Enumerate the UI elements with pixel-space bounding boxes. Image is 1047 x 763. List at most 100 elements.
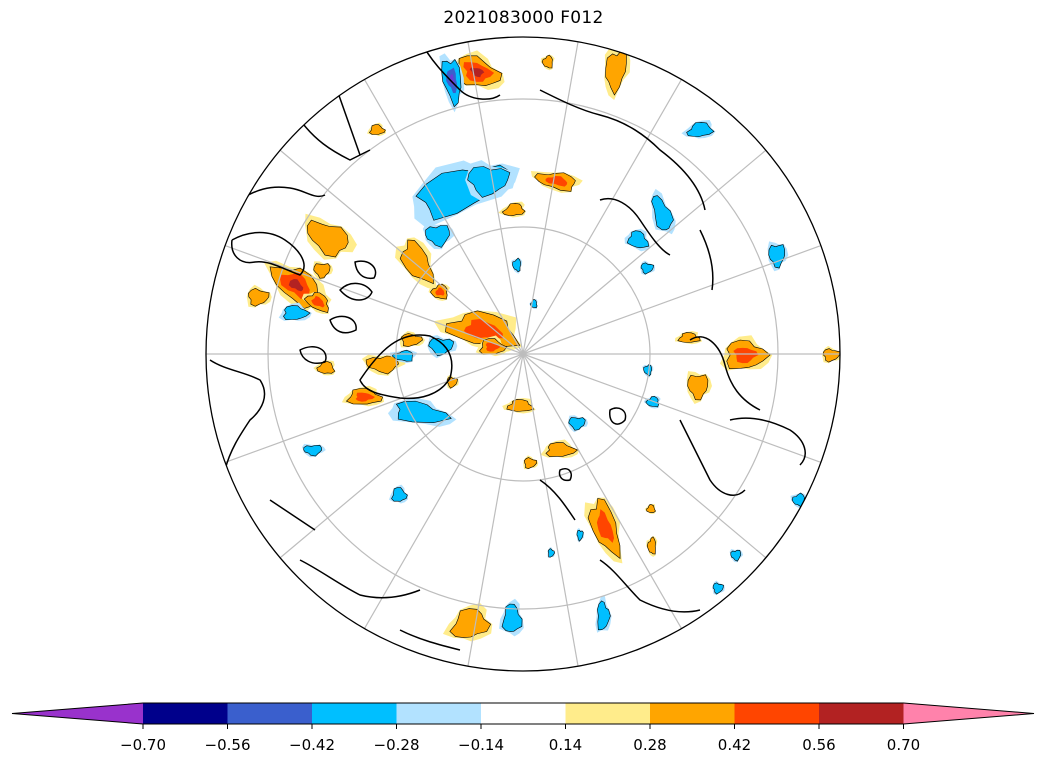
coastline-segment (679, 419, 746, 496)
contour-level (428, 338, 455, 357)
colorbar-segment (819, 703, 904, 724)
coastline-segment (269, 499, 316, 531)
map-title: 2021083000 F012 (443, 8, 604, 28)
colorbar-segment (143, 703, 228, 724)
contour-level (501, 603, 523, 632)
contour-level (712, 582, 724, 595)
colorbar-segment (227, 703, 313, 724)
anomaly-blob (729, 549, 744, 563)
coastline-segment (539, 89, 706, 211)
polar-map (205, 36, 841, 672)
contour-level (730, 549, 742, 562)
anomaly-blob (389, 484, 409, 504)
meridian-line (522, 353, 834, 468)
contour-level (467, 166, 511, 198)
coastline-segment (609, 407, 627, 425)
meridian-line (465, 37, 524, 355)
colorbar-segment (312, 703, 397, 724)
anomaly-blob (712, 580, 725, 596)
anomaly-blob (568, 415, 588, 433)
contour-level (247, 287, 270, 307)
colorbar-tick-label: 0.42 (718, 736, 751, 754)
contour-level (646, 504, 656, 513)
coastline-segment (299, 559, 421, 599)
anomaly-blob (498, 201, 526, 218)
anomaly-blob (547, 547, 556, 558)
contour-level (391, 349, 414, 362)
contour-level (435, 287, 445, 296)
anomaly-blob (523, 455, 539, 470)
colorbar-segments (11, 702, 1035, 725)
anomaly-blob (390, 349, 418, 363)
coastline-segment (359, 334, 453, 400)
contour-level (391, 487, 408, 502)
contour-level (311, 295, 325, 308)
contour-level (646, 536, 656, 555)
anomaly-blob (681, 119, 716, 139)
meridian-line (522, 141, 777, 355)
anomaly-blob (511, 257, 523, 274)
coastline-segment (329, 315, 357, 334)
colorbar-tick-label: 0.56 (802, 736, 835, 754)
map-boundary (205, 36, 841, 672)
coastline-segment (231, 231, 305, 276)
contour-level (449, 608, 492, 638)
contour-level (501, 202, 526, 216)
coastline-segment (689, 336, 761, 411)
anomaly-blob (313, 360, 336, 376)
colorbar-tick-label: −0.28 (374, 736, 420, 754)
colorbar-segment (481, 703, 566, 724)
contour-level (596, 509, 615, 543)
anomaly-blob (576, 527, 585, 543)
meridian-line (465, 353, 524, 671)
anomaly-blob (246, 284, 272, 308)
coastline-segment (299, 346, 327, 364)
colorbar-segment (734, 703, 820, 724)
meridian-line (522, 353, 689, 641)
contour-level (283, 305, 311, 321)
colorbar-tick-labels: −0.70 −0.56 −0.42 −0.28 −0.14 0.14 0.28 0.42 0.5… (120, 736, 920, 754)
meridian-line (269, 141, 524, 355)
meridian-line (269, 353, 524, 567)
contour-level (686, 122, 715, 138)
anomaly-blob (530, 171, 583, 193)
contour-level (306, 219, 349, 258)
anomaly-blob (674, 331, 703, 345)
anomaly-blob (595, 596, 612, 633)
contour-level (288, 279, 304, 292)
anomaly-blob (650, 188, 676, 235)
contour-level (626, 230, 650, 249)
anomaly-blob (422, 223, 456, 250)
anomaly-blob (302, 443, 326, 458)
contour-level (687, 374, 709, 401)
colorbar-extend-low (12, 703, 143, 724)
contour-level (368, 124, 386, 135)
anomaly-blob (686, 371, 712, 404)
meridian-line (522, 37, 581, 355)
contour-level (523, 457, 538, 470)
colorbar-tick-label: −0.42 (289, 736, 335, 754)
colorbar-segment (565, 703, 651, 724)
contour-level (677, 332, 701, 343)
meridian-line (522, 353, 581, 671)
contour-level (425, 225, 450, 248)
coastline-segment (699, 229, 714, 291)
coastline-segment (339, 282, 373, 301)
meridian-line (357, 67, 524, 355)
anomaly-blob (304, 213, 357, 260)
coastline-segment (209, 359, 266, 471)
contour-level (463, 318, 503, 339)
colorbar-segment (650, 703, 735, 724)
contour-level (303, 444, 323, 457)
anomaly-blob (640, 260, 656, 276)
contour-level (733, 347, 759, 364)
colorbar-ticks (142, 724, 904, 729)
anomaly-blob (646, 536, 658, 557)
meridian-line (212, 353, 524, 468)
coastline-segment (599, 198, 671, 256)
colorbar-extend-high (903, 703, 1034, 724)
meridian-line (357, 353, 524, 641)
anomaly-blob (278, 302, 312, 321)
contour-level (313, 263, 331, 279)
coastline-segment (354, 260, 377, 280)
